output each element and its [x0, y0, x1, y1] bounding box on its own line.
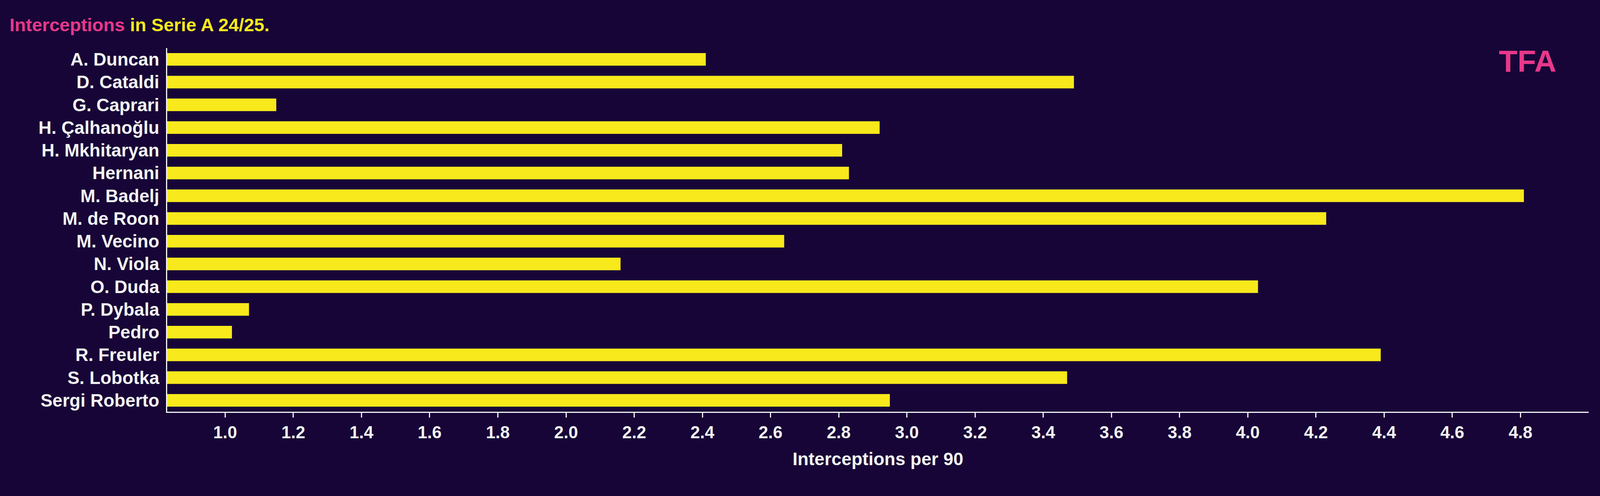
svg-text:3.8: 3.8 [1167, 423, 1192, 443]
svg-text:Pedro: Pedro [108, 322, 159, 343]
svg-text:2.8: 2.8 [826, 423, 851, 443]
svg-text:4.0: 4.0 [1235, 423, 1260, 443]
svg-text:O. Duda: O. Duda [90, 276, 160, 298]
svg-text:3.0: 3.0 [894, 423, 919, 443]
svg-text:3.2: 3.2 [963, 423, 988, 443]
svg-text:G. Caprari: G. Caprari [72, 94, 159, 116]
svg-text:A. Duncan: A. Duncan [70, 49, 159, 70]
svg-text:M. Badelj: M. Badelj [80, 185, 160, 207]
svg-text:M. Vecino: M. Vecino [76, 231, 160, 252]
svg-text:2.6: 2.6 [758, 423, 783, 443]
svg-text:H. Mkhitaryan: H. Mkhitaryan [41, 140, 160, 161]
svg-text:Interceptions in Serie A 24/25: Interceptions in Serie A 24/25. [9, 14, 270, 36]
svg-text:2.4: 2.4 [690, 423, 715, 443]
svg-text:2.2: 2.2 [622, 423, 647, 443]
svg-text:4.2: 4.2 [1303, 423, 1328, 443]
svg-text:P. Dybala: P. Dybala [80, 299, 160, 320]
svg-text:Hernani: Hernani [92, 162, 160, 184]
svg-text:4.6: 4.6 [1440, 423, 1465, 443]
svg-text:3.4: 3.4 [1031, 423, 1056, 443]
svg-text:S. Lobotka: S. Lobotka [67, 367, 160, 389]
svg-text:1.8: 1.8 [485, 423, 510, 443]
svg-text:M. de Roon: M. de Roon [62, 208, 160, 229]
svg-text:1.2: 1.2 [281, 423, 306, 443]
svg-text:Interceptions per 90: Interceptions per 90 [792, 449, 964, 470]
svg-text:2.0: 2.0 [553, 423, 578, 443]
svg-text:TFA: TFA [1498, 44, 1557, 79]
svg-text:1.4: 1.4 [349, 423, 374, 443]
svg-text:4.8: 4.8 [1508, 423, 1533, 443]
svg-text:H. Çalhanoğlu: H. Çalhanoğlu [38, 117, 160, 138]
svg-text:1.6: 1.6 [417, 423, 442, 443]
svg-text:D. Cataldi: D. Cataldi [76, 71, 160, 93]
svg-text:3.6: 3.6 [1099, 423, 1124, 443]
svg-text:Sergi Roberto: Sergi Roberto [40, 390, 160, 411]
svg-text:N. Viola: N. Viola [93, 253, 160, 275]
svg-text:1.0: 1.0 [213, 423, 238, 443]
svg-text:4.4: 4.4 [1372, 423, 1397, 443]
svg-text:R. Freuler: R. Freuler [75, 344, 160, 366]
